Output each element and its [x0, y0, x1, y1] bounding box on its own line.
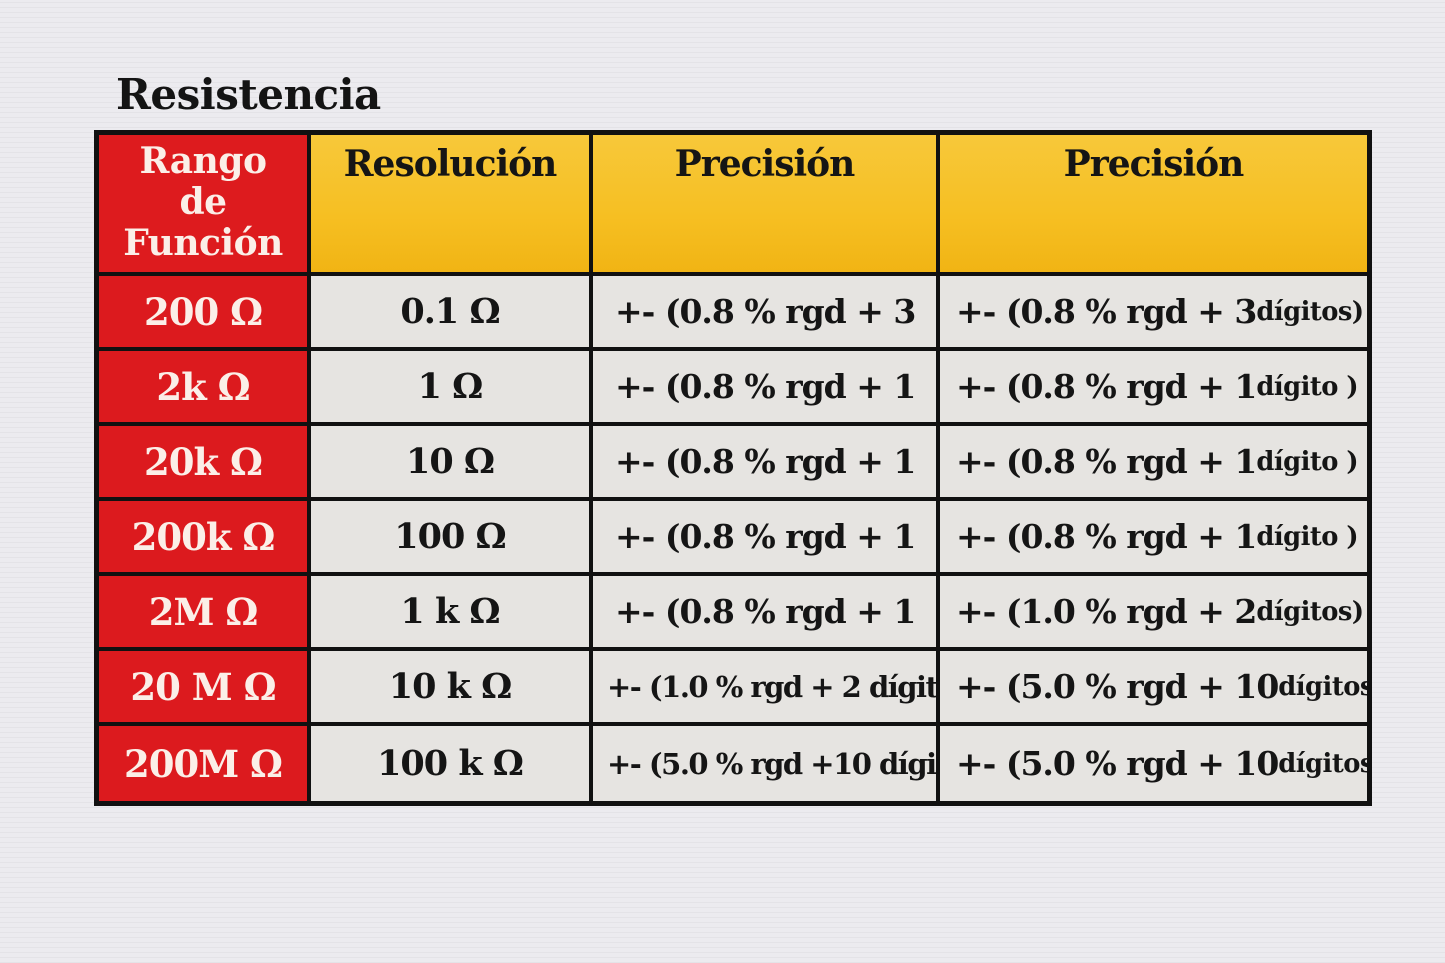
header-precision-a: Precisión — [593, 135, 936, 272]
range-cell: 200M Ω — [99, 726, 307, 801]
precision-a-cell: +- (0.8 % rgd + 3 — [593, 276, 936, 347]
resolution-cell: 10 Ω — [311, 426, 589, 497]
precision-a-cell: +- (1.0 % rgd + 2 dígitos — [593, 651, 936, 722]
range-cell: 200 Ω — [99, 276, 307, 347]
precision-b-cell: +- (0.8 % rgd + 1 dígito ) — [940, 426, 1367, 497]
precision-b-unit: dígito ) — [1256, 446, 1359, 477]
precision-b-cell: +- (5.0 % rgd + 10 dígitos) — [940, 726, 1367, 801]
precision-b-main: +- (0.8 % rgd + 1 — [956, 517, 1257, 556]
precision-b-main: +- (5.0 % rgd + 10 — [956, 744, 1279, 783]
resolution-cell: 0.1 Ω — [311, 276, 589, 347]
precision-b-main: +- (0.8 % rgd + 1 — [956, 367, 1257, 406]
range-cell: 20k Ω — [99, 426, 307, 497]
header-range-line3: Función — [123, 222, 283, 264]
range-cell: 2M Ω — [99, 576, 307, 647]
precision-b-unit: dígito ) — [1256, 371, 1359, 402]
range-cell: 2k Ω — [99, 351, 307, 422]
resistance-table: Rango de Función Resolución Precisión Pr… — [94, 130, 1372, 806]
header-range-line2: de — [179, 181, 227, 223]
precision-b-cell: +- (0.8 % rgd + 3 dígitos) — [940, 276, 1367, 347]
header-precision-b: Precisión — [940, 135, 1367, 272]
precision-b-unit: dígitos) — [1256, 596, 1364, 627]
precision-b-main: +- (1.0 % rgd + 2 — [956, 592, 1257, 631]
header-range-line1: Rango — [139, 140, 267, 182]
precision-b-cell: +- (0.8 % rgd + 1 dígito ) — [940, 501, 1367, 572]
precision-b-main: +- (0.8 % rgd + 1 — [956, 442, 1257, 481]
precision-a-cell: +- (5.0 % rgd +10 dígitos — [593, 726, 936, 801]
precision-b-cell: +- (0.8 % rgd + 1 dígito ) — [940, 351, 1367, 422]
precision-b-unit: dígitos) — [1278, 671, 1367, 702]
precision-a-cell: +- (0.8 % rgd + 1 — [593, 501, 936, 572]
precision-b-cell: +- (1.0 % rgd + 2 dígitos) — [940, 576, 1367, 647]
range-cell: 20 M Ω — [99, 651, 307, 722]
page-title: Resistencia — [116, 70, 381, 119]
header-resolution: Resolución — [311, 135, 589, 272]
precision-a-cell: +- (0.8 % rgd + 1 — [593, 351, 936, 422]
precision-b-unit: dígito ) — [1256, 521, 1359, 552]
precision-b-unit: dígitos) — [1278, 748, 1367, 779]
precision-b-cell: +- (5.0 % rgd + 10 dígitos) — [940, 651, 1367, 722]
resolution-cell: 1 k Ω — [311, 576, 589, 647]
resolution-cell: 100 Ω — [311, 501, 589, 572]
table-grid: Rango de Función Resolución Precisión Pr… — [99, 135, 1367, 801]
precision-a-cell: +- (0.8 % rgd + 1 — [593, 576, 936, 647]
precision-b-main: +- (0.8 % rgd + 3 — [956, 292, 1257, 331]
precision-b-unit: dígitos) — [1256, 296, 1364, 327]
range-cell: 200k Ω — [99, 501, 307, 572]
header-range: Rango de Función — [99, 135, 307, 272]
resolution-cell: 1 Ω — [311, 351, 589, 422]
precision-a-cell: +- (0.8 % rgd + 1 — [593, 426, 936, 497]
resolution-cell: 100 k Ω — [311, 726, 589, 801]
precision-b-main: +- (5.0 % rgd + 10 — [956, 667, 1279, 706]
resolution-cell: 10 k Ω — [311, 651, 589, 722]
